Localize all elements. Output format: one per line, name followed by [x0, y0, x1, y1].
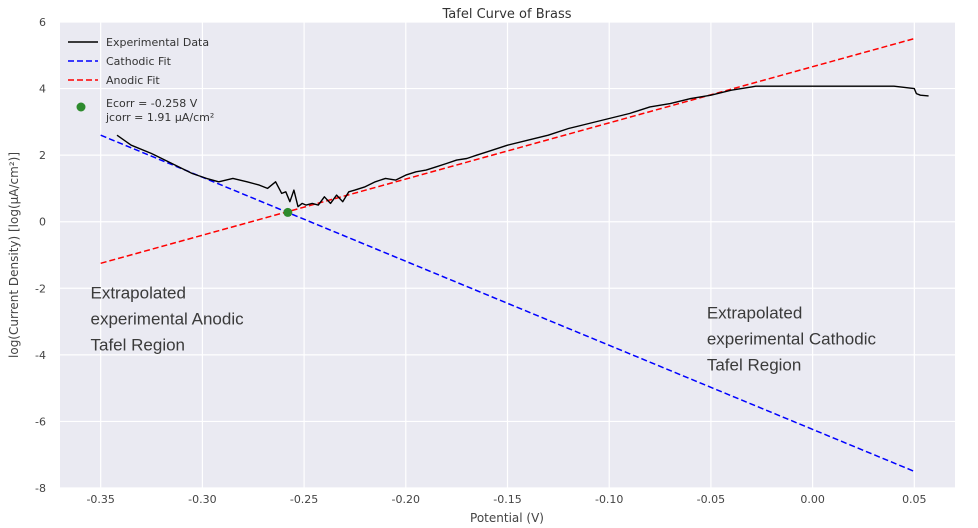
x-tick-label: -0.05	[697, 493, 725, 506]
y-tick-label: 2	[39, 149, 46, 162]
x-tick-label: 0.00	[800, 493, 825, 506]
x-tick-label: -0.15	[493, 493, 521, 506]
ecorr-point	[283, 207, 293, 217]
series-line-0	[116, 85, 929, 208]
annotation-0-line-1: experimental Anodic	[91, 309, 245, 328]
series-line-2	[100, 37, 915, 265]
annotations: Extrapolated experimental Anodic Tafel Reg…	[91, 283, 877, 374]
x-tick-label: -0.10	[595, 493, 623, 506]
annotation-0-line-2: Tafel Region	[91, 335, 186, 354]
y-tick-label: -6	[35, 415, 46, 428]
y-tick-label: -4	[35, 349, 46, 362]
legend: Experimental Data Cathodic Fit Anodic Fit E…	[68, 36, 214, 124]
x-tick-label: 0.05	[902, 493, 927, 506]
annotation-1-line-2: Tafel Region	[707, 355, 802, 374]
chart-title: Tafel Curve of Brass	[442, 7, 572, 22]
y-tick-label: 6	[39, 16, 46, 29]
y-tick-label: -8	[35, 482, 46, 495]
y-tick-label: -2	[35, 282, 46, 295]
x-tick-label: -0.20	[392, 493, 420, 506]
x-tick-label: -0.25	[290, 493, 318, 506]
y-tick-label: 0	[39, 216, 46, 229]
y-tick-label: 4	[39, 83, 46, 96]
x-axis-label: Potential (V)	[470, 511, 544, 525]
legend-marker-label: jcorr = 1.91 µA/cm²	[105, 111, 214, 124]
legend-label-0: Experimental Data	[106, 36, 209, 49]
x-tick-label: -0.35	[86, 493, 114, 506]
legend-marker	[76, 102, 86, 112]
annotation-1-line-0: Extrapolated	[707, 303, 802, 322]
grid-layer	[60, 21, 955, 489]
series-layer	[100, 37, 929, 473]
annotation-1-line-1: experimental Cathodic	[707, 329, 877, 348]
x-tick-label: -0.30	[188, 493, 216, 506]
annotation-0-line-0: Extrapolated	[91, 283, 186, 302]
legend-label-1: Cathodic Fit	[106, 55, 172, 68]
y-axis-label: log(Current Density) [log(µA/cm²)]	[7, 152, 21, 358]
legend-marker-label: Ecorr = -0.258 V	[106, 97, 198, 110]
marker-layer	[283, 207, 293, 217]
series-line-1	[100, 134, 915, 473]
legend-label-2: Anodic Fit	[106, 74, 160, 87]
tick-labels: -0.35 -0.30 -0.25 -0.20 -0.15 -0.10 -0.05 0.00 0…	[35, 16, 927, 506]
